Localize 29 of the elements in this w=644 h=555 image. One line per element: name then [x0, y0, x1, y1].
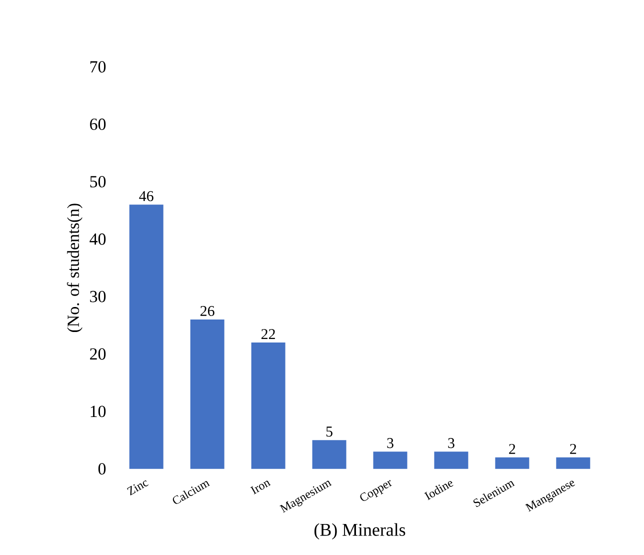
bar [373, 452, 408, 469]
y-tick-label: 20 [90, 348, 106, 360]
x-tick-label: Iodine [424, 481, 454, 500]
y-tick-label: 50 [90, 176, 106, 188]
bar [190, 320, 224, 469]
data-label: 2 [509, 444, 516, 454]
y-tick-label: 40 [90, 233, 106, 245]
y-tick-label: 70 [90, 61, 106, 73]
x-tick-label: Zinc [126, 480, 149, 496]
data-label: 22 [261, 329, 275, 339]
data-label: 46 [139, 191, 154, 202]
bar [434, 452, 468, 469]
y-tick-label: 60 [90, 118, 106, 130]
y-tick-label: 0 [98, 463, 106, 475]
x-tick-label: Iron [250, 480, 271, 494]
bar [129, 204, 164, 469]
y-tick-label: 30 [90, 290, 106, 302]
y-tick-label: 10 [90, 406, 106, 418]
data-label: 3 [448, 438, 454, 448]
bar [495, 457, 530, 469]
data-label: 2 [570, 444, 576, 454]
data-label: 3 [387, 438, 394, 448]
data-label: 26 [200, 306, 214, 316]
y-axis-title: (No. of students(n) [66, 204, 82, 332]
bar [251, 342, 286, 469]
x-axis-title: (B) Minerals [314, 523, 406, 540]
bar [556, 457, 590, 469]
bar [312, 440, 346, 469]
data-label: 5 [326, 426, 332, 437]
